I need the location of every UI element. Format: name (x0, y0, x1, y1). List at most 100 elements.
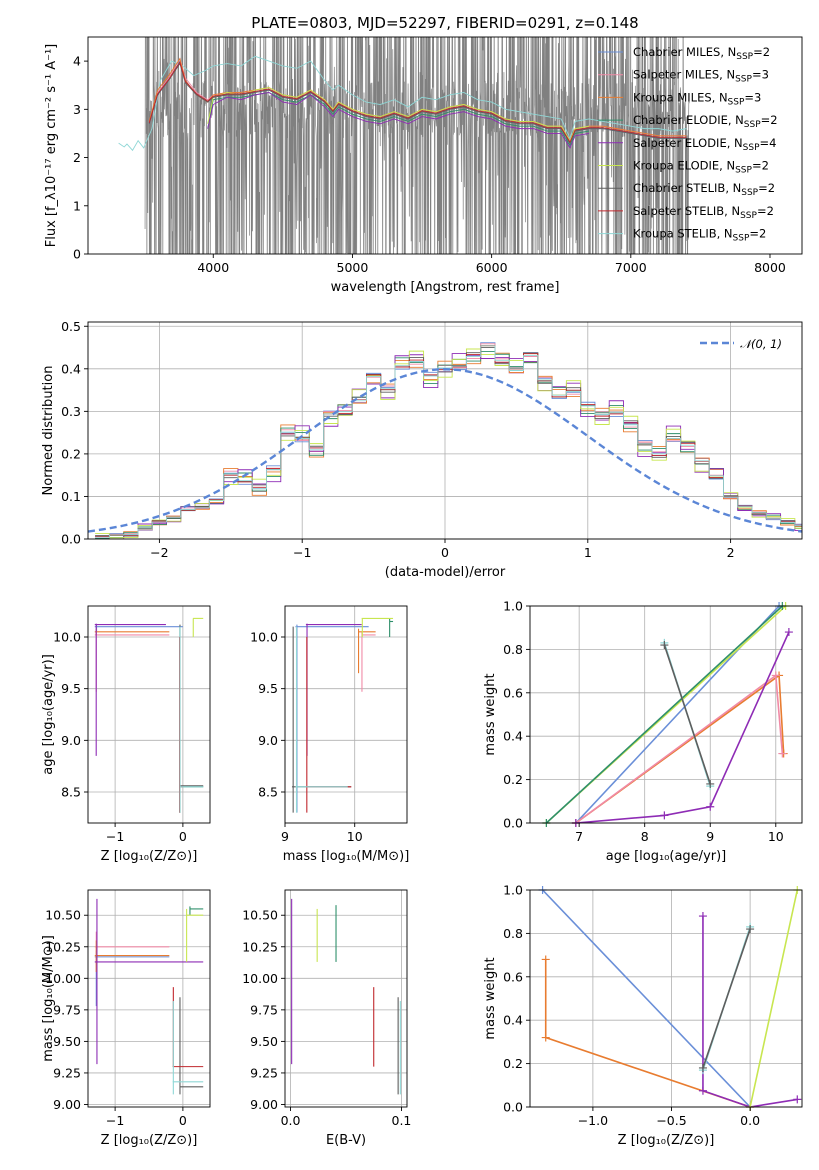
age_vs_mass-frame (284, 605, 408, 824)
residuals-xtick-label: 0 (441, 545, 449, 560)
age_vs_mass-ytick-label: 8.5 (258, 785, 278, 800)
mass-weight-marker (698, 1086, 707, 1095)
chart-title: PLATE=0803, MJD=52297, FIBERID=0291, z=0… (251, 14, 638, 32)
spectrum-ylabel: Flux [f_λ10⁻¹⁷ erg cm⁻² s⁻¹ A⁻¹] (44, 44, 59, 248)
legend-label-sub: SSP (733, 234, 750, 244)
mass-weight-line (749, 890, 799, 1107)
legend-label-sub: SSP (728, 97, 745, 107)
massweight_vs_age-frame (529, 605, 803, 824)
mass_vs_Z-xtick-label: 0 (179, 1113, 187, 1128)
spectrum-frame (87, 36, 803, 255)
residuals-ytick-label: 0.0 (61, 532, 81, 547)
histogram-step-line (95, 353, 802, 539)
massweight_vs_Z-ytick-label: 0.4 (503, 1013, 523, 1028)
mass_vs_ebv-ytick-label: 9.75 (250, 1002, 278, 1017)
massweight_vs_Z-ytick-label: 0.0 (503, 1100, 523, 1115)
mass-weight-line (542, 890, 751, 1107)
mass_vs_Z-ytick-label: 9.25 (53, 1065, 81, 1080)
massweight_vs_Z-ytick-label: 0.6 (503, 969, 523, 984)
spectrum-ytick-label: 2 (73, 150, 81, 165)
legend-label-main: Kroupa ELODIE, N (633, 159, 735, 173)
massweight-vs-age-panel: 7 8 9 10 0.0 0.2 0.4 0.6 0.8 1.0 age [log₁₀(age/yr… (483, 599, 803, 864)
model-spectrum-line (148, 62, 687, 145)
mass_vs_ebv-ytick-label: 10.00 (242, 971, 278, 986)
legend-label-main: Chabrier STELIB, N (633, 181, 741, 195)
legend-label-tail: =3 (744, 90, 761, 104)
mass_vs_Z-ytick-label: 9.50 (53, 1034, 81, 1049)
legend-label: Kroupa MILES, NSSP=3 (633, 90, 761, 107)
massweight_vs_age-xtick-label: 10 (768, 829, 784, 844)
legend-label: Chabrier MILES, NSSP=2 (633, 45, 770, 62)
mass-weight-marker (771, 671, 780, 680)
age-vs-mass-panel: 9 10 8.5 9.0 9.5 10.0 mass [log₁₀(M/M⊙)] (250, 605, 409, 864)
massweight_vs_Z-xlabel: Z [log₁₀(Z/Z⊙)] (618, 1133, 715, 1148)
mass-weight-line (545, 606, 783, 823)
legend-label-tail: =2 (757, 204, 774, 218)
massweight_vs_age-xlabel: age [log₁₀(age/yr)] (606, 849, 727, 864)
residuals-xtick-label: −1 (293, 545, 311, 560)
legend-label-main: Salpeter STELIB, N (633, 204, 740, 218)
mass_vs_Z-frame (87, 889, 211, 1108)
age_vs_Z-xtick-label: −1 (106, 829, 124, 844)
massweight_vs_Z-frame (529, 889, 803, 1108)
massweight_vs_Z-xtick-label: −0.5 (656, 1113, 686, 1128)
normal-distribution-line (88, 368, 802, 533)
massweight_vs_age-xtick-label: 7 (575, 829, 583, 844)
mass_vs_ebv-xlabel: E(B-V) (326, 1133, 366, 1148)
residuals-xtick-label: −2 (150, 545, 168, 560)
mass-weight-marker (778, 749, 787, 758)
residuals-ytick-label: 0.3 (61, 404, 81, 419)
mass-weight-marker (541, 955, 550, 964)
massweight_vs_Z-xtick-label: 0.0 (740, 1113, 760, 1128)
legend-label: Chabrier STELIB, NSSP=2 (633, 181, 775, 198)
mass_vs_Z-ytick-label: 10.50 (45, 908, 81, 923)
residuals-ytick-label: 0.1 (61, 489, 81, 504)
legend-label-tail: =4 (760, 136, 777, 150)
spectrum-xtick-label: 6000 (476, 260, 508, 275)
mass_vs_Z-xlabel: Z [log₁₀(Z/Z⊙)] (101, 1133, 198, 1148)
age-vs-metallicity-panel: −1 0 8.5 9.0 9.5 10.0 Z [log₁₀(Z/Z⊙)] age [log₁… (41, 605, 211, 864)
massweight_vs_Z-ytick-label: 0.8 (503, 926, 523, 941)
massweight-vs-metallicity-panel: −1.0 −0.5 0.0 0.0 0.2 0.4 0.6 0.8 1.0 Z [log₁₀(Z/… (483, 883, 803, 1148)
model-spectrum-line (207, 87, 590, 142)
mass-weight-marker (660, 811, 669, 820)
residuals-xlabel: (data-model)/error (385, 565, 506, 580)
mass_vs_ebv-ytick-label: 10.25 (242, 939, 278, 954)
mass_vs_Z-xtick-label: −1 (106, 1113, 124, 1128)
mass-weight-marker (541, 1033, 550, 1042)
legend-label-main: Kroupa STELIB, N (633, 227, 733, 241)
age_vs_Z-xlabel: Z [log₁₀(Z/Z⊙)] (101, 849, 198, 864)
residuals-ylabel: Normed distribution (41, 366, 56, 496)
spectrum-xtick-label: 5000 (337, 260, 369, 275)
mass_vs_ebv-ytick-label: 9.00 (250, 1097, 278, 1112)
mass_vs_ebv-xtick-label: 0.0 (281, 1113, 301, 1128)
legend-label-main: Kroupa MILES, N (633, 90, 728, 104)
mass-vs-ebv-panel: 0.0 0.1 9.00 9.25 9.50 9.75 10.00 10.25 10.50 E(B… (242, 889, 411, 1148)
spectrum-ytick-label: 3 (73, 102, 81, 117)
massweight_vs_age-ytick-label: 0.2 (503, 772, 523, 787)
massweight_vs_age-ytick-label: 0.4 (503, 729, 523, 744)
mass-weight-line (575, 673, 784, 823)
legend-label-sub: SSP (744, 120, 761, 130)
legend-label: Salpeter ELODIE, NSSP=4 (633, 136, 776, 153)
age_vs_Z-ytick-label: 10.0 (53, 630, 81, 645)
mass-weight-line (702, 916, 798, 1107)
legend-label: Kroupa STELIB, NSSP=2 (633, 227, 766, 244)
massweight_vs_Z-xtick-label: −1.0 (578, 1113, 608, 1128)
legend-label-main: Salpeter ELODIE, N (633, 136, 743, 150)
legend-label-sub: SSP (735, 75, 752, 85)
massweight_vs_Z-ytick-label: 1.0 (503, 883, 523, 898)
age_vs_mass-ytick-label: 10.0 (250, 630, 278, 645)
age_vs_Z-ytick-label: 9.5 (61, 681, 81, 696)
residuals-xtick-label: 2 (727, 545, 735, 560)
histogram-step-line (95, 350, 802, 539)
mass-weight-marker (784, 628, 793, 637)
mass-weight-marker (706, 779, 715, 788)
mass_vs_Z-ylabel: mass [log₁₀(M/M⊙)] (41, 935, 56, 1062)
data-spectrum-line (144, 37, 690, 254)
mass-weight-marker (706, 802, 715, 811)
age_vs_Z-ytick-label: 9.0 (61, 733, 81, 748)
legend-label-sub: SSP (736, 52, 753, 62)
mass_vs_ebv-ytick-label: 9.25 (250, 1065, 278, 1080)
model-spectrum-line (148, 61, 687, 144)
